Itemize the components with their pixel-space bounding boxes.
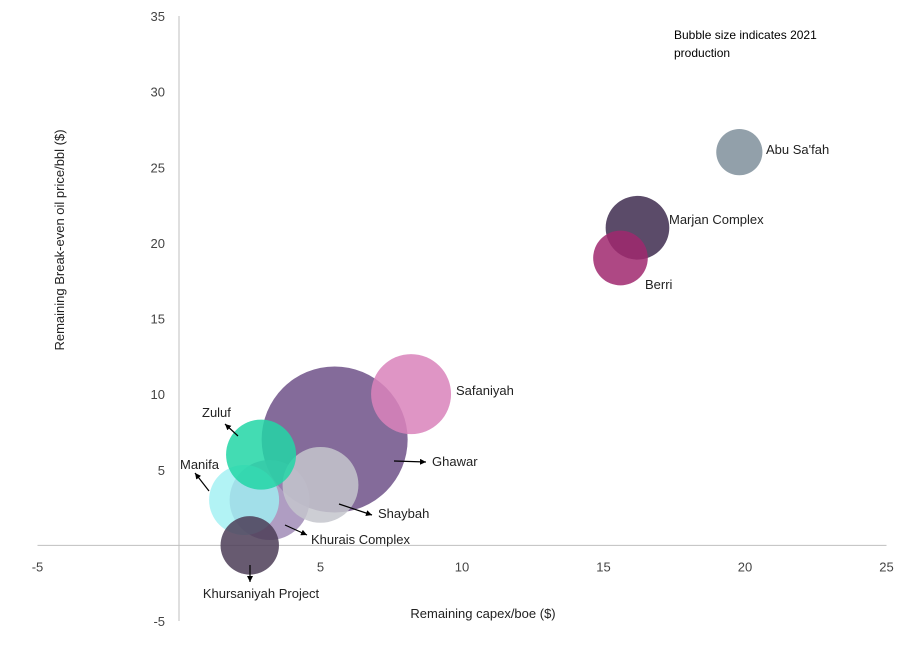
label-layer: Ghawar Safaniyah Shaybah Khurais Complex Man…	[180, 142, 829, 601]
bubble-label-ghawar: Ghawar	[432, 454, 478, 469]
y-tick-label: 20	[151, 236, 165, 251]
leader-arrow-zuluf	[224, 423, 239, 437]
bubble-berri	[593, 230, 648, 286]
bubble-khursaniyah-project	[220, 516, 279, 575]
bubble-label-abu-sa-fah: Abu Sa'fah	[766, 142, 829, 157]
x-tick-label: 5	[317, 559, 324, 574]
bubble-safaniyah	[371, 354, 452, 435]
bubble-label-manifa: Manifa	[180, 457, 220, 472]
bubble-abu-sa-fah	[716, 129, 763, 176]
x-tick-label: 10	[455, 559, 469, 574]
size-note-line-1: Bubble size indicates 2021	[674, 28, 817, 42]
x-tick-label: 15	[596, 559, 610, 574]
y-tick-label: 10	[151, 387, 165, 402]
leader-arrow-manifa	[194, 472, 210, 492]
x-tick-label: 25	[879, 559, 893, 574]
x-tick-label: 20	[738, 559, 752, 574]
y-tick-label: 5	[158, 463, 165, 478]
bubble-label-marjan-complex: Marjan Complex	[669, 212, 764, 227]
leader-arrow-shaybah	[338, 503, 373, 516]
x-axis-title: Remaining capex/boe ($)	[410, 606, 555, 621]
y-tick-label: 30	[151, 85, 165, 100]
bubble-label-khurais-complex: Khurais Complex	[311, 532, 410, 547]
bubble-zuluf	[226, 419, 297, 490]
y-tick-label: -5	[153, 614, 165, 629]
y-tick-label: 25	[151, 160, 165, 175]
bubble-label-shaybah: Shaybah	[378, 506, 429, 521]
y-tick-label: 35	[151, 9, 165, 24]
bubble-label-zuluf: Zuluf	[202, 405, 231, 420]
y-axis-title: Remaining Break-even oil price/bbl ($)	[52, 129, 67, 350]
axes-layer: -5 5 10 15 20 25 -5 5 10 15 20 25 30 35	[32, 9, 894, 629]
bubble-label-safaniyah: Safaniyah	[456, 383, 514, 398]
bubble-layer	[209, 129, 763, 575]
leader-arrow-ghawar	[393, 458, 427, 465]
bubble-label-berri: Berri	[645, 277, 673, 292]
bubble-label-khursaniyah-project: Khursaniyah Project	[203, 586, 320, 601]
x-tick-label: -5	[32, 559, 44, 574]
y-tick-label: 15	[151, 312, 165, 327]
size-note-line-2: production	[674, 46, 730, 60]
leader-arrow-khurais-complex	[284, 524, 308, 536]
